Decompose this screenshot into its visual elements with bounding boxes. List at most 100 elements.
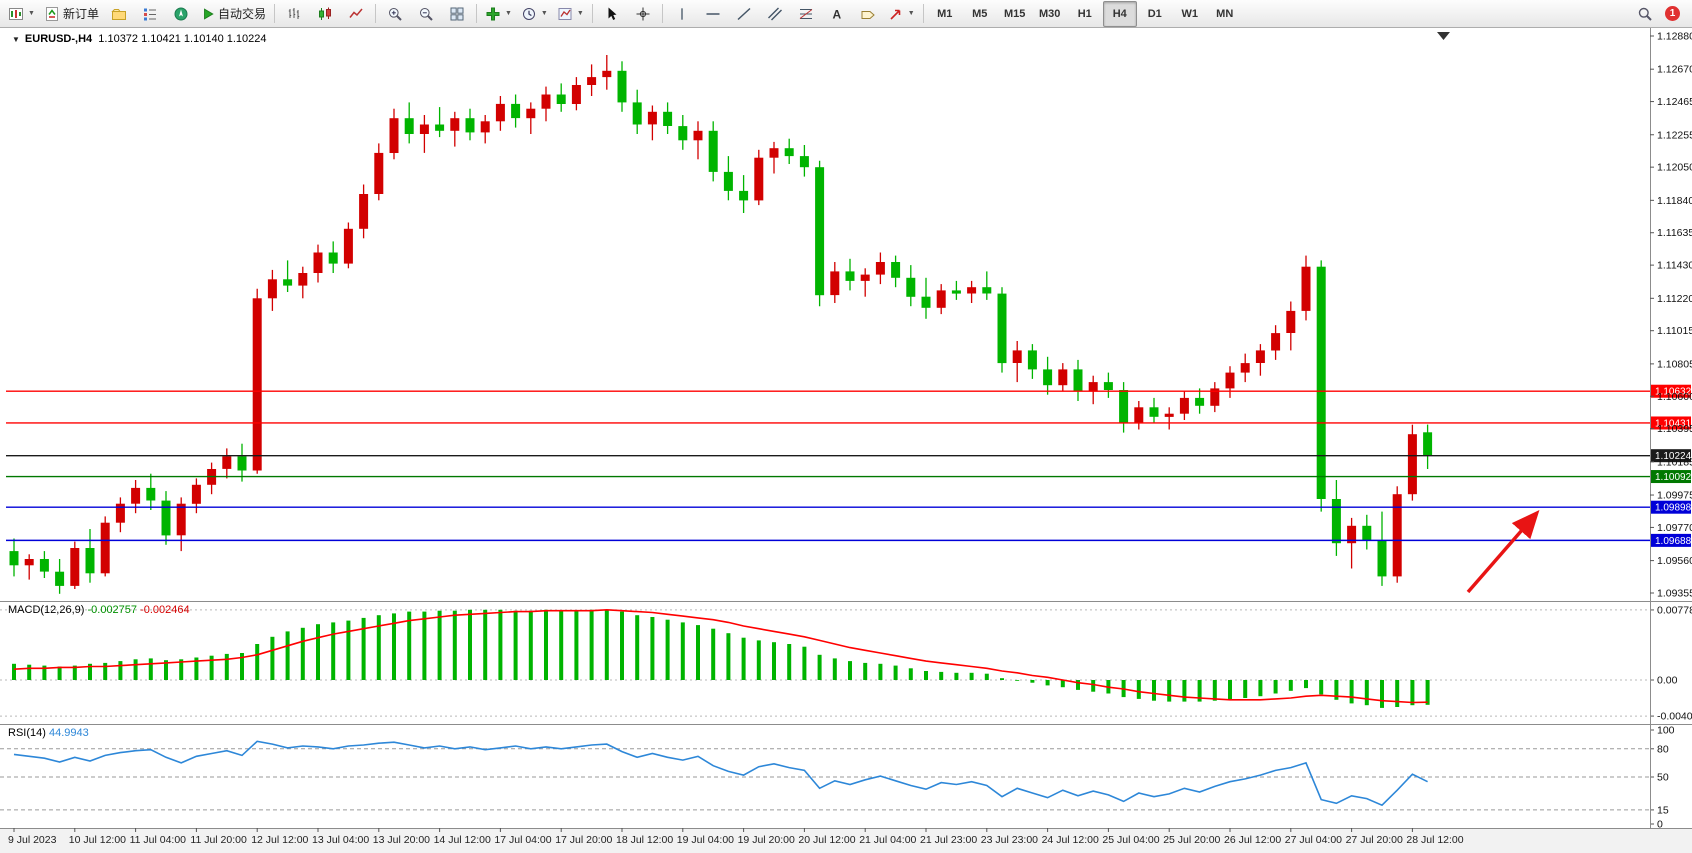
svg-text:80: 80 xyxy=(1657,743,1669,755)
notification-badge[interactable]: 1 xyxy=(1665,6,1680,21)
new-order-button[interactable]: 新订单 xyxy=(40,1,103,27)
navigator-icon xyxy=(174,7,188,20)
svg-text:11 Jul 20:00: 11 Jul 20:00 xyxy=(190,834,247,846)
text-button[interactable]: A xyxy=(822,1,852,27)
toolbar-separator xyxy=(922,4,924,23)
svg-text:17 Jul 20:00: 17 Jul 20:00 xyxy=(555,834,612,846)
candlestick-chart-button[interactable] xyxy=(310,1,340,27)
new-order-label: 新订单 xyxy=(62,7,99,21)
svg-text:1.11220: 1.11220 xyxy=(1657,293,1692,305)
svg-text:25 Jul 20:00: 25 Jul 20:00 xyxy=(1163,834,1220,846)
svg-text:A: A xyxy=(832,7,841,21)
svg-text:1.11635: 1.11635 xyxy=(1657,227,1692,239)
timeframe-d1-button[interactable]: D1 xyxy=(1147,7,1162,20)
timeframe-m15-button[interactable]: M15 xyxy=(1004,7,1026,20)
folder-icon xyxy=(111,8,126,20)
bar-chart-button[interactable] xyxy=(279,1,309,27)
indicators-button[interactable]: ▼ xyxy=(481,1,516,27)
svg-text:13 Jul 04:00: 13 Jul 04:00 xyxy=(312,834,369,846)
market-watch-button[interactable] xyxy=(135,1,165,27)
svg-text:1.09770: 1.09770 xyxy=(1657,522,1692,534)
svg-text:10 Jul 12:00: 10 Jul 12:00 xyxy=(69,834,126,846)
market-watch-icon xyxy=(143,8,156,20)
navigator-button[interactable] xyxy=(166,1,196,27)
zoom-out-button[interactable] xyxy=(411,1,441,27)
tile-windows-icon xyxy=(450,7,464,20)
chevron-down-icon: ▼ xyxy=(540,10,548,17)
one-click-trading-toggle-icon[interactable]: ▼ xyxy=(12,35,20,44)
svg-text:1.11430: 1.11430 xyxy=(1657,260,1692,272)
svg-text:1.09975: 1.09975 xyxy=(1657,490,1692,502)
svg-text:11 Jul 04:00: 11 Jul 04:00 xyxy=(130,834,187,846)
timeframe-mn-button[interactable]: MN xyxy=(1216,7,1234,20)
toolbar-separator xyxy=(661,4,663,23)
svg-text:0.00: 0.00 xyxy=(1657,675,1678,687)
text-label-button[interactable] xyxy=(853,1,883,27)
toolbar-separator xyxy=(374,4,376,23)
time-axis[interactable]: 9 Jul 2023 10 Jul 12:00 11 Jul 04:00 11 Jul… xyxy=(8,828,1464,846)
svg-text:1.12880: 1.12880 xyxy=(1657,31,1692,43)
line-chart-button[interactable] xyxy=(341,1,371,27)
svg-text:1.10395: 1.10395 xyxy=(1657,423,1692,435)
fibonacci-button[interactable] xyxy=(791,1,821,27)
svg-text:28 Jul 12:00: 28 Jul 12:00 xyxy=(1406,834,1463,846)
zoom-in-button[interactable] xyxy=(380,1,410,27)
trendline-icon xyxy=(737,7,751,20)
svg-text:18 Jul 12:00: 18 Jul 12:00 xyxy=(616,834,673,846)
bar-chart-icon xyxy=(288,7,300,19)
svg-text:1.10224: 1.10224 xyxy=(1655,451,1692,462)
time-axis-strip[interactable] xyxy=(0,828,1692,853)
svg-text:21 Jul 23:00: 21 Jul 23:00 xyxy=(920,834,977,846)
crosshair-button[interactable] xyxy=(628,1,658,27)
cursor-button[interactable] xyxy=(597,1,627,27)
arrow-tool-icon xyxy=(890,9,901,20)
tile-windows-button[interactable] xyxy=(442,1,472,27)
timeframe-h4-button[interactable]: H4 xyxy=(1102,0,1137,27)
chevron-down-icon: ▼ xyxy=(576,10,584,17)
annotation-arrow[interactable] xyxy=(1466,510,1540,594)
svg-text:21 Jul 04:00: 21 Jul 04:00 xyxy=(859,834,916,846)
rsi-grid: 100 80 50 15 0 xyxy=(0,725,1675,831)
price-axis[interactable]: 1.12880 1.12670 1.12465 1.12255 1.12050 1.118… xyxy=(1650,31,1692,600)
rsi-line xyxy=(13,740,1428,807)
svg-text:1.12465: 1.12465 xyxy=(1657,96,1692,108)
svg-text:-0.004009: -0.004009 xyxy=(1657,711,1692,723)
auto-trading-button[interactable]: 自动交易 xyxy=(197,1,270,27)
chart-shift-marker-icon[interactable] xyxy=(1437,32,1450,40)
vertical-line-button[interactable] xyxy=(667,1,697,27)
timeframe-w1-button[interactable]: W1 xyxy=(1181,7,1198,20)
horizontal-line-button[interactable] xyxy=(698,1,728,27)
timeframe-h1-button[interactable]: H1 xyxy=(1077,7,1092,20)
vertical-line-icon xyxy=(681,7,683,20)
timeframe-m5-button[interactable]: M5 xyxy=(972,7,988,20)
price-chart[interactable]: 0.0077850.00-0.00400910080501501.106321.… xyxy=(0,28,1692,853)
svg-text:50: 50 xyxy=(1657,772,1669,784)
price-tag-1.10431: 1.10431 xyxy=(1651,416,1692,430)
macd-signal-line xyxy=(13,608,1428,704)
timeframe-group: M1 M5 M15 M30 H1 H4 D1 W1 MN xyxy=(928,0,1242,27)
chevron-down-icon: ▼ xyxy=(28,10,35,17)
svg-text:1.12050: 1.12050 xyxy=(1657,162,1692,174)
svg-text:24 Jul 12:00: 24 Jul 12:00 xyxy=(1042,834,1099,846)
arrows-tool-button[interactable]: ▼ xyxy=(884,1,919,27)
toolbar-separator xyxy=(273,4,275,23)
auto-trading-label: 自动交易 xyxy=(217,7,266,21)
svg-text:1.12670: 1.12670 xyxy=(1657,64,1692,76)
candlestick-chart-icon xyxy=(318,7,331,20)
new-chart-icon xyxy=(9,7,23,20)
timeframe-m1-button[interactable]: M1 xyxy=(937,7,953,20)
timeframe-m30-button[interactable]: M30 xyxy=(1039,7,1061,20)
cursor-icon xyxy=(608,7,617,20)
periods-button[interactable]: ▼ xyxy=(517,1,552,27)
svg-text:1.09688: 1.09688 xyxy=(1655,536,1692,547)
svg-text:19 Jul 20:00: 19 Jul 20:00 xyxy=(738,834,795,846)
crosshair-icon xyxy=(636,7,650,20)
new-chart-button[interactable]: ▼ xyxy=(4,1,39,27)
search-button[interactable] xyxy=(1630,1,1660,27)
price-tag-1.10224: 1.10224 xyxy=(1651,449,1692,463)
trendline-button[interactable] xyxy=(729,1,759,27)
templates-button[interactable]: ▼ xyxy=(553,1,588,27)
profiles-button[interactable] xyxy=(104,1,134,27)
svg-text:1.11015: 1.11015 xyxy=(1657,325,1692,337)
channel-button[interactable] xyxy=(760,1,790,27)
